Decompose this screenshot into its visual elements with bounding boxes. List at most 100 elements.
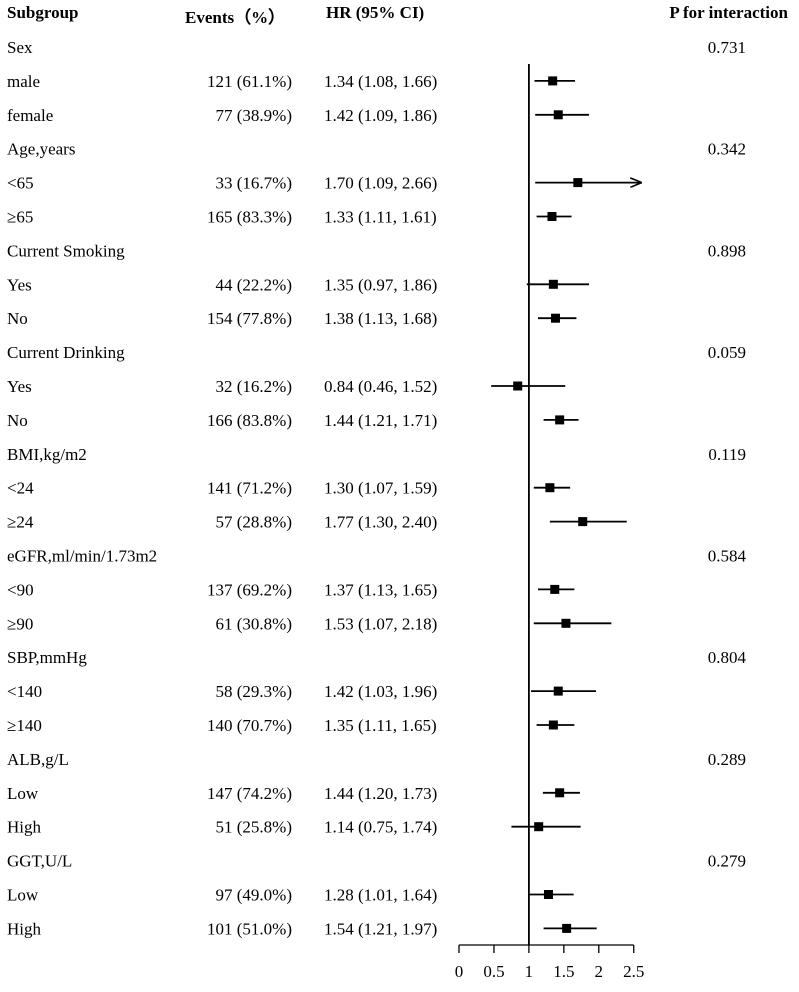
row-label: <65 bbox=[7, 174, 34, 193]
group-label: GGT,U/L bbox=[7, 852, 72, 871]
p-interaction-value: 0.279 bbox=[708, 852, 746, 871]
hr-point bbox=[555, 415, 565, 425]
row-label: Low bbox=[7, 784, 39, 803]
hr-point bbox=[548, 720, 558, 730]
events-value: 57 (28.8%) bbox=[216, 513, 292, 532]
hr-ci-value: 1.70 (1.09, 2.66) bbox=[324, 174, 437, 193]
x-tick-label: 0.5 bbox=[483, 962, 504, 981]
events-value: 147 (74.2%) bbox=[207, 784, 292, 803]
hr-ci-value: 1.77 (1.30, 2.40) bbox=[324, 513, 437, 532]
group-label: eGFR,ml/min/1.73m2 bbox=[7, 547, 157, 566]
hr-ci-value: 1.30 (1.07, 1.59) bbox=[324, 479, 437, 498]
p-interaction-value: 0.898 bbox=[708, 241, 746, 260]
hr-ci-value: 1.34 (1.08, 1.66) bbox=[324, 72, 437, 91]
group-label: ALB,g/L bbox=[7, 750, 69, 769]
hr-point bbox=[550, 313, 560, 323]
hr-ci-value: 1.38 (1.13, 1.68) bbox=[324, 309, 437, 328]
row-label: Yes bbox=[7, 377, 32, 396]
hr-point bbox=[534, 822, 544, 832]
group-label: BMI,kg/m2 bbox=[7, 445, 87, 464]
events-header: Events（%） bbox=[185, 8, 286, 27]
hr-ci-value: 1.14 (0.75, 1.74) bbox=[324, 818, 437, 837]
row-label: No bbox=[7, 309, 28, 328]
hr-point bbox=[548, 76, 558, 86]
hr-point bbox=[578, 517, 588, 527]
group-label: Sex bbox=[7, 38, 33, 57]
hr-ci-value: 1.37 (1.13, 1.65) bbox=[324, 580, 437, 599]
hr-ci-value: 1.44 (1.21, 1.71) bbox=[324, 411, 437, 430]
p-interaction-value: 0.584 bbox=[708, 547, 747, 566]
hr-point bbox=[548, 279, 558, 289]
row-label: <140 bbox=[7, 682, 42, 701]
hr-point bbox=[562, 923, 572, 933]
group-label: Current Drinking bbox=[7, 343, 125, 362]
group-label: SBP,mmHg bbox=[7, 648, 87, 667]
x-tick-label: 1 bbox=[525, 962, 534, 981]
row-label: ≥24 bbox=[7, 513, 34, 532]
events-value: 165 (83.3%) bbox=[207, 208, 292, 227]
hr-ci-value: 1.42 (1.03, 1.96) bbox=[324, 682, 437, 701]
hr-point bbox=[573, 178, 583, 188]
p-interaction-value: 0.119 bbox=[708, 445, 746, 464]
hr-ci-value: 1.35 (0.97, 1.86) bbox=[324, 275, 437, 294]
hr-point bbox=[550, 584, 560, 594]
p-interaction-value: 0.731 bbox=[708, 38, 746, 57]
p-interaction-value: 0.804 bbox=[708, 648, 747, 667]
row-label: High bbox=[7, 919, 42, 938]
p-interaction-header: P for interaction bbox=[669, 3, 788, 22]
row-label: ≥90 bbox=[7, 614, 33, 633]
row-label: Yes bbox=[7, 275, 32, 294]
x-tick-label: 1.5 bbox=[553, 962, 574, 981]
hr-ci-value: 1.28 (1.01, 1.64) bbox=[324, 886, 437, 905]
row-label: ≥65 bbox=[7, 208, 33, 227]
hr-header: HR (95% CI) bbox=[326, 3, 425, 22]
x-tick-label: 0 bbox=[455, 962, 464, 981]
p-interaction-value: 0.342 bbox=[708, 140, 746, 159]
events-value: 32 (16.2%) bbox=[216, 377, 292, 396]
hr-point bbox=[561, 618, 571, 628]
row-label: No bbox=[7, 411, 28, 430]
events-value: 51 (25.8%) bbox=[216, 818, 292, 837]
hr-ci-value: 1.54 (1.21, 1.97) bbox=[324, 919, 437, 938]
events-value: 101 (51.0%) bbox=[207, 919, 292, 938]
events-value: 77 (38.9%) bbox=[216, 106, 292, 125]
hr-point bbox=[555, 788, 565, 798]
events-value: 97 (49.0%) bbox=[216, 886, 292, 905]
hr-point bbox=[553, 110, 563, 120]
events-value: 33 (16.7%) bbox=[216, 174, 292, 193]
events-value: 61 (30.8%) bbox=[216, 614, 292, 633]
row-label: female bbox=[7, 106, 53, 125]
hr-ci-value: 1.53 (1.07, 2.18) bbox=[324, 614, 437, 633]
hr-ci-value: 1.35 (1.11, 1.65) bbox=[324, 716, 437, 735]
hr-point bbox=[547, 212, 557, 221]
x-tick-label: 2 bbox=[595, 962, 604, 981]
events-value: 154 (77.8%) bbox=[207, 309, 292, 328]
row-label: ≥140 bbox=[7, 716, 42, 735]
row-label: <24 bbox=[7, 479, 34, 498]
events-value: 58 (29.3%) bbox=[216, 682, 292, 701]
subgroup-header: Subgroup bbox=[7, 3, 79, 22]
hr-point bbox=[543, 890, 553, 899]
events-value: 44 (22.2%) bbox=[216, 275, 292, 294]
hr-ci-value: 1.33 (1.11, 1.61) bbox=[324, 208, 437, 227]
hr-ci-value: 0.84 (0.46, 1.52) bbox=[324, 377, 437, 396]
row-label: male bbox=[7, 72, 40, 91]
row-label: High bbox=[7, 818, 42, 837]
events-value: 166 (83.8%) bbox=[207, 411, 292, 430]
group-label: Current Smoking bbox=[7, 241, 125, 260]
p-interaction-value: 0.289 bbox=[708, 750, 746, 769]
row-label: <90 bbox=[7, 580, 34, 599]
events-value: 121 (61.1%) bbox=[207, 72, 292, 91]
p-interaction-value: 0.059 bbox=[708, 343, 746, 362]
row-label: Low bbox=[7, 886, 39, 905]
hr-ci-value: 1.42 (1.09, 1.86) bbox=[324, 106, 437, 125]
hr-ci-value: 1.44 (1.20, 1.73) bbox=[324, 784, 437, 803]
hr-point bbox=[513, 381, 523, 391]
events-value: 141 (71.2%) bbox=[207, 479, 292, 498]
x-tick-label: 2.5 bbox=[623, 962, 644, 981]
hr-point bbox=[545, 483, 555, 493]
group-label: Age,years bbox=[7, 140, 75, 159]
events-value: 140 (70.7%) bbox=[207, 716, 292, 735]
events-value: 137 (69.2%) bbox=[207, 580, 292, 599]
